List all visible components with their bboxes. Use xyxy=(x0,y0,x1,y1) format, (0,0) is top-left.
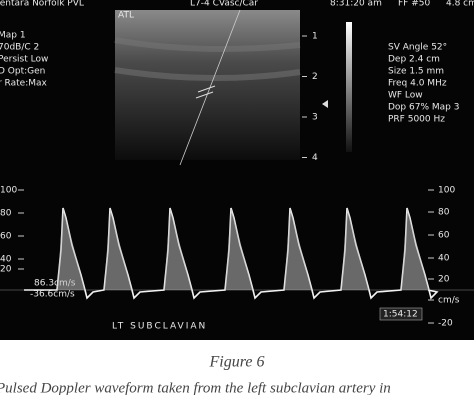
left-velocity-label: 80 xyxy=(0,209,12,219)
right-velocity-label: 40 xyxy=(438,254,450,264)
focus-marker xyxy=(322,100,328,108)
header-site: Sentara Norfolk PVL xyxy=(0,0,84,9)
right-velocity-label: 20 xyxy=(438,275,450,285)
velocity-readout: -36.6cm/s xyxy=(30,290,75,300)
right-velocity-label: 80 xyxy=(438,208,450,218)
right-setting: WF Low xyxy=(388,91,423,101)
gray-scale-bar xyxy=(346,22,352,152)
b-mode-image xyxy=(115,10,300,160)
header-depth: 4.8 cm xyxy=(446,0,474,9)
depth-label: 4 xyxy=(312,153,318,163)
right-velocity-label: 100 xyxy=(438,186,455,196)
right-setting: Size 1.5 mm xyxy=(388,67,444,77)
right-setting: Freq 4.0 MHz xyxy=(388,79,447,89)
vessel-wall xyxy=(114,37,301,81)
left-setting: Persist Low xyxy=(0,55,48,65)
study-label: LT SUBCLAVIAN xyxy=(112,322,207,332)
right-velocity-label: cm/s xyxy=(438,296,460,306)
sample-gate xyxy=(197,85,216,93)
right-setting: SV Angle 52° xyxy=(388,43,447,53)
depth-label: 2 xyxy=(312,72,318,82)
header-frame: FF #50 xyxy=(398,0,430,9)
doppler-fill xyxy=(284,208,312,290)
doppler-fill xyxy=(341,208,369,290)
header-time: 8:31:20 am xyxy=(330,0,382,9)
timer: 1:54:12 xyxy=(383,310,418,320)
left-velocity-label: 100 xyxy=(0,186,17,196)
right-velocity-label: -20 xyxy=(438,319,453,329)
caption: Pulsed Doppler waveform taken from the l… xyxy=(0,380,391,395)
header-probe: L7-4 CVasc/Car xyxy=(190,0,258,9)
left-velocity-label: 20 xyxy=(0,265,12,275)
left-setting: Map 1 xyxy=(0,31,26,41)
depth-label: 3 xyxy=(312,113,318,123)
logo: ATL xyxy=(118,11,134,21)
left-velocity-label: 40 xyxy=(0,255,12,265)
doppler-fill xyxy=(164,208,192,290)
right-velocity-label: 60 xyxy=(438,231,450,241)
right-setting: Dop 67% Map 3 xyxy=(388,103,459,113)
doppler-fill xyxy=(225,208,253,290)
left-setting: r Rate:Max xyxy=(0,79,48,89)
velocity-readout: 86.3cm/s xyxy=(34,279,76,289)
left-velocity-label: 60 xyxy=(0,232,12,242)
timer-box xyxy=(379,307,423,321)
sample-gate xyxy=(195,91,214,99)
depth-label: 1 xyxy=(312,32,318,42)
doppler-fill xyxy=(104,208,132,290)
left-setting: D Opt:Gen xyxy=(0,67,45,77)
doppler-fill xyxy=(57,208,85,290)
right-setting: Dep 2.4 cm xyxy=(388,55,440,65)
left-setting: 70dB/C 2 xyxy=(0,43,39,53)
right-setting: PRF 5000 Hz xyxy=(388,115,445,125)
doppler-fill xyxy=(401,208,429,290)
figure-label: Figure 6 xyxy=(209,354,265,371)
